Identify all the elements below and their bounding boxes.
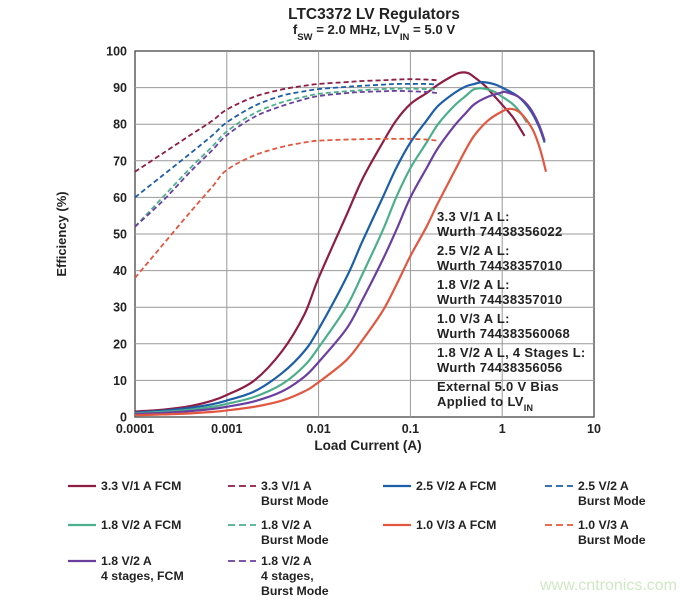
svg-text:Burst Mode: Burst Mode bbox=[261, 533, 329, 547]
svg-text:Wurth 744383560068: Wurth 744383560068 bbox=[437, 326, 570, 341]
svg-text:10: 10 bbox=[587, 422, 601, 436]
svg-text:0.0001: 0.0001 bbox=[116, 422, 154, 436]
svg-text:Wurth 74438357010: Wurth 74438357010 bbox=[437, 292, 563, 307]
svg-text:External 5.0 V Bias: External 5.0 V Bias bbox=[437, 379, 559, 394]
svg-text:Applied to LVIN: Applied to LVIN bbox=[437, 394, 533, 413]
svg-text:3.3 V/1 A L:: 3.3 V/1 A L: bbox=[437, 209, 510, 224]
svg-text:1.0 V/3 A: 1.0 V/3 A bbox=[578, 518, 629, 532]
svg-text:2.5 V/2 A L:: 2.5 V/2 A L: bbox=[437, 243, 510, 258]
svg-text:40: 40 bbox=[113, 264, 127, 278]
svg-text:Burst Mode: Burst Mode bbox=[578, 533, 646, 547]
svg-text:1.8 V/2 A: 1.8 V/2 A bbox=[261, 518, 312, 532]
svg-text:70: 70 bbox=[113, 154, 127, 168]
svg-text:0.1: 0.1 bbox=[402, 422, 419, 436]
svg-text:1.8 V/2 A: 1.8 V/2 A bbox=[101, 554, 152, 568]
svg-text:Load Current (A): Load Current (A) bbox=[314, 438, 421, 453]
svg-text:1: 1 bbox=[499, 422, 506, 436]
svg-text:Burst Mode: Burst Mode bbox=[261, 584, 329, 598]
svg-text:0.001: 0.001 bbox=[211, 422, 242, 436]
svg-text:1.0 V/3 A FCM: 1.0 V/3 A FCM bbox=[416, 518, 496, 532]
svg-text:50: 50 bbox=[113, 228, 127, 242]
svg-text:20: 20 bbox=[113, 337, 127, 351]
svg-text:www.cntronics.com: www.cntronics.com bbox=[539, 577, 677, 594]
svg-text:Wurth 74438356022: Wurth 74438356022 bbox=[437, 224, 563, 239]
svg-text:2.5 V/2 A: 2.5 V/2 A bbox=[578, 479, 629, 493]
svg-text:3.3 V/1 A: 3.3 V/1 A bbox=[261, 479, 312, 493]
svg-text:2.5 V/2 A FCM: 2.5 V/2 A FCM bbox=[416, 479, 496, 493]
svg-text:1.8 V/2 A FCM: 1.8 V/2 A FCM bbox=[101, 518, 181, 532]
svg-text:3.3 V/1 A FCM: 3.3 V/1 A FCM bbox=[101, 479, 181, 493]
svg-text:4 stages,: 4 stages, bbox=[261, 569, 314, 583]
svg-text:1.8 V/2 A: 1.8 V/2 A bbox=[261, 554, 312, 568]
svg-text:1.0 V/3 A L:: 1.0 V/3 A L: bbox=[437, 311, 510, 326]
svg-text:1.8 V/2 A L:: 1.8 V/2 A L: bbox=[437, 277, 510, 292]
svg-text:Efficiency (%): Efficiency (%) bbox=[54, 191, 69, 276]
svg-text:90: 90 bbox=[113, 81, 127, 95]
svg-text:Burst Mode: Burst Mode bbox=[261, 494, 329, 508]
svg-text:80: 80 bbox=[113, 118, 127, 132]
svg-text:Wurth 74438357010: Wurth 74438357010 bbox=[437, 258, 563, 273]
svg-text:fSW = 2.0 MHz, LVIN = 5.0 V: fSW = 2.0 MHz, LVIN = 5.0 V bbox=[293, 22, 456, 43]
svg-text:4 stages, FCM: 4 stages, FCM bbox=[101, 569, 184, 583]
svg-text:Burst Mode: Burst Mode bbox=[578, 494, 646, 508]
svg-text:1.8 V/2 A L, 4 Stages L:: 1.8 V/2 A L, 4 Stages L: bbox=[437, 345, 586, 360]
svg-text:60: 60 bbox=[113, 191, 127, 205]
svg-text:30: 30 bbox=[113, 301, 127, 315]
svg-text:LTC3372 LV Regulators: LTC3372 LV Regulators bbox=[288, 6, 460, 23]
svg-text:0.01: 0.01 bbox=[306, 422, 330, 436]
svg-text:10: 10 bbox=[113, 374, 127, 388]
svg-text:Wurth 74438356056: Wurth 74438356056 bbox=[437, 360, 563, 375]
svg-text:100: 100 bbox=[106, 45, 127, 59]
